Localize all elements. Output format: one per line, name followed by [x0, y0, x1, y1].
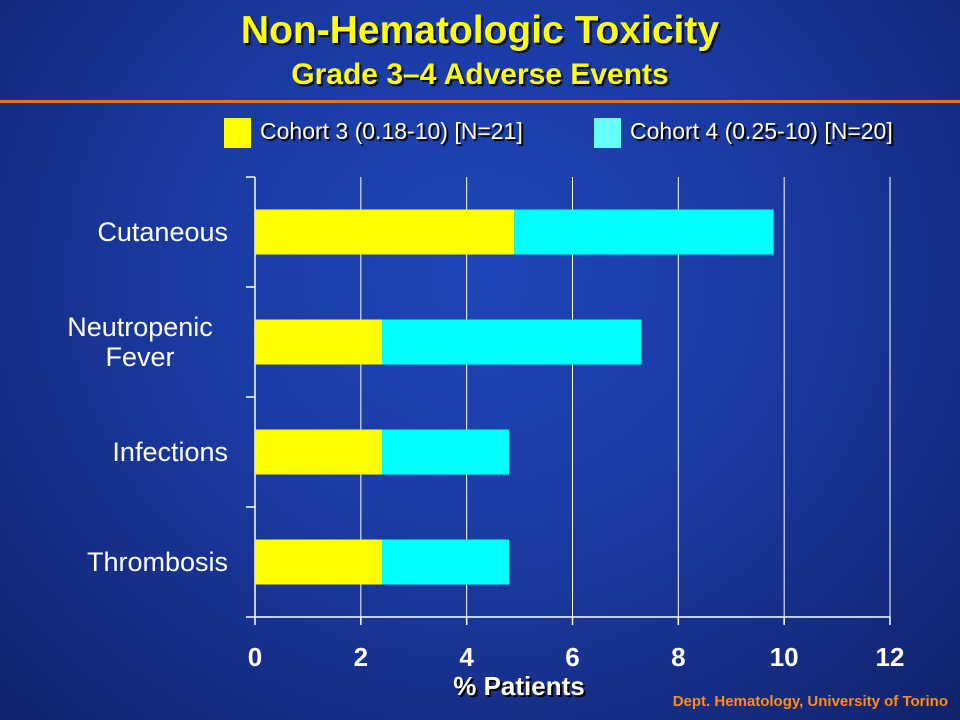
category-label-0: Cutaneous — [97, 217, 228, 247]
title-divider — [0, 100, 960, 103]
x-tick-label-1: 2 — [354, 642, 368, 672]
category-label-1-line-0: Neutropenic — [67, 312, 213, 342]
legend-label-cohort-4: Cohort 4 (0.25-10) [N=20] — [630, 118, 893, 144]
footer-credit: Dept. Hematology, University of Torino — [672, 693, 948, 710]
legend-label-cohort-3: Cohort 3 (0.18-10) [N=21] — [260, 118, 523, 144]
x-tick-label-5: 10 — [770, 642, 799, 672]
x-tick-label-4: 8 — [671, 642, 685, 672]
chart-subtitle: Grade 3–4 Adverse Events — [291, 58, 669, 91]
bar-cohort-4-cutaneous — [514, 209, 774, 255]
bar-cohort-3-thrombosis — [255, 539, 382, 585]
bar-cohort-4-thrombosis — [382, 539, 509, 585]
bar-cohort-4-infections — [382, 429, 509, 475]
chart-title: Non-Hematologic Toxicity — [240, 9, 720, 52]
bar-cohort-3-neutropenic-fever — [255, 319, 382, 365]
x-tick-label-2: 4 — [459, 642, 474, 672]
category-label-3: Thrombosis — [87, 547, 228, 577]
x-tick-label-3: 6 — [565, 642, 579, 672]
x-tick-label-0: 0 — [248, 642, 262, 672]
category-label-2: Infections — [112, 437, 228, 467]
bar-cohort-3-infections — [255, 429, 382, 475]
legend-swatch-cohort-4 — [594, 118, 621, 148]
bar-cohort-3-cutaneous — [255, 209, 515, 255]
x-axis-title-shadow: % Patients — [455, 673, 587, 703]
legend-swatch-cohort-3 — [224, 118, 251, 148]
x-tick-label-6: 12 — [876, 642, 905, 672]
legend-item-cohort-3: Cohort 3 (0.18-10) [N=21] — [224, 116, 574, 150]
bar-cohort-4-neutropenic-fever — [382, 319, 642, 365]
legend-item-cohort-4: Cohort 4 (0.25-10) [N=20] — [594, 116, 944, 150]
category-label-1-line-1: Fever — [105, 342, 174, 372]
x-axis-title: % Patients — [453, 671, 585, 701]
